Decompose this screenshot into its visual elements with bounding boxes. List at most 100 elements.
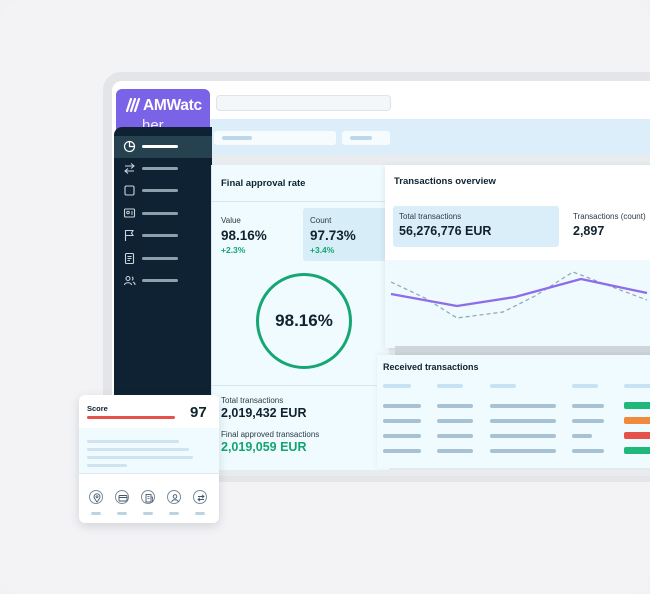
approval-card-title: Final approval rate — [221, 178, 306, 189]
card-divider — [212, 385, 390, 386]
filter-bar — [204, 119, 650, 155]
transactions-overview-card: Transactions overview Total transactions… — [385, 165, 650, 348]
icon-caption — [91, 512, 101, 515]
sidebar-item-label — [142, 279, 178, 282]
total-transactions-value: 2,019,432 EUR — [221, 406, 307, 420]
status-badge — [624, 417, 650, 424]
sidebar-item-label — [142, 167, 178, 170]
count-delta: +3.4% — [310, 245, 335, 255]
count-box — [303, 208, 388, 261]
overview-count-value: 2,897 — [573, 224, 605, 238]
total-transactions-label: Total transactions — [221, 396, 284, 405]
received-transactions-card: Received transactions — [377, 355, 650, 468]
overview-total-value: 56,276,776 EUR — [399, 224, 492, 238]
cell — [437, 449, 473, 453]
card-divider — [212, 201, 390, 202]
approved-transactions-label: Final approved transactions — [221, 430, 320, 439]
cell — [572, 434, 592, 438]
overview-count-label: Transactions (count) — [573, 212, 646, 221]
detail-line — [87, 440, 179, 443]
location-pin-icon[interactable] — [89, 490, 103, 504]
value-label: Value — [221, 216, 241, 225]
cell — [490, 404, 556, 408]
column-header — [437, 384, 463, 388]
sidebar — [114, 127, 212, 407]
cell — [572, 404, 604, 408]
flag-icon — [124, 229, 134, 241]
detail-line — [87, 456, 193, 459]
received-card-title: Received transactions — [383, 362, 479, 372]
sidebar-item-profiles[interactable] — [114, 203, 212, 225]
overview-total-label: Total transactions — [399, 212, 462, 221]
count-label: Count — [310, 216, 332, 225]
sidebar-item-label — [142, 189, 178, 192]
cell — [490, 434, 556, 438]
pie-chart-icon — [123, 140, 136, 153]
column-header — [490, 384, 516, 388]
value-delta: +2.3% — [221, 245, 246, 255]
icon-caption — [143, 512, 153, 515]
sidebar-item-label — [142, 257, 178, 260]
column-header — [624, 384, 650, 388]
cell — [572, 419, 604, 423]
detail-line — [87, 448, 189, 451]
status-badge — [624, 402, 650, 409]
overview-card-footer — [395, 346, 650, 356]
transfer-icon[interactable] — [193, 490, 207, 504]
sidebar-item-cases[interactable] — [114, 180, 212, 202]
status-badge — [624, 432, 650, 439]
cell — [383, 404, 421, 408]
cell — [490, 419, 556, 423]
line-chart-svg — [390, 271, 648, 319]
sidebar-item-label — [142, 145, 178, 148]
icon-caption — [195, 512, 205, 515]
approved-transactions-value: 2,019,059 EUR — [221, 440, 307, 454]
users-icon — [123, 275, 136, 286]
brand-name: AMWatc — [143, 97, 202, 114]
score-card: Score 97 — [79, 395, 219, 523]
sidebar-item-transactions[interactable] — [114, 158, 212, 180]
transfer-arrows-icon — [124, 163, 135, 174]
sidebar-item-reports[interactable] — [114, 248, 212, 270]
icon-caption — [117, 512, 127, 515]
approval-rate-card: Final approval rate Value 98.16% +2.3% C… — [211, 165, 390, 470]
square-icon — [124, 185, 135, 196]
cell — [383, 419, 421, 423]
sidebar-item-label — [142, 212, 178, 215]
score-details — [79, 428, 219, 473]
status-badge — [624, 447, 650, 454]
search-input[interactable] — [216, 95, 391, 111]
column-header — [383, 384, 411, 388]
user-icon[interactable] — [167, 490, 181, 504]
cell — [437, 434, 473, 438]
score-title: Score — [87, 404, 108, 413]
sidebar-item-overview[interactable] — [114, 136, 212, 158]
document-icon — [124, 252, 135, 265]
card-divider — [79, 473, 219, 474]
sidebar-item-alerts[interactable] — [114, 225, 212, 247]
primary-series-line — [390, 277, 648, 308]
overview-line-chart — [385, 260, 650, 348]
overview-card-title: Transactions overview — [394, 176, 496, 187]
sidebar-item-users[interactable] — [114, 270, 212, 292]
total-transactions-box — [393, 206, 559, 247]
logo-mark-icon — [126, 98, 141, 112]
sidebar-item-label — [142, 234, 178, 237]
value-figure: 98.16% — [221, 228, 267, 243]
filter-pill[interactable] — [342, 131, 390, 145]
cell — [490, 449, 556, 453]
building-icon[interactable] — [141, 490, 155, 504]
card-icon[interactable] — [115, 490, 129, 504]
score-bar — [87, 416, 175, 419]
approval-ring-gauge — [256, 273, 352, 369]
cell — [572, 449, 604, 453]
cell — [383, 449, 421, 453]
filter-pill[interactable] — [214, 131, 336, 145]
detail-line — [87, 464, 127, 467]
cell — [383, 434, 421, 438]
score-value: 97 — [190, 404, 207, 421]
ring-value: 98.16% — [275, 311, 333, 330]
count-figure: 97.73% — [310, 228, 356, 243]
column-header — [572, 384, 598, 388]
cell — [437, 404, 473, 408]
